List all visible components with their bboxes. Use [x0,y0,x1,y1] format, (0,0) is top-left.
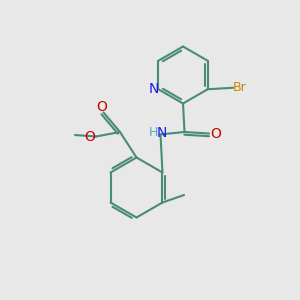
Text: O: O [210,127,221,140]
Text: H: H [148,126,158,140]
Text: N: N [157,126,167,140]
Text: O: O [97,100,107,114]
Text: N: N [148,82,159,96]
Text: Br: Br [233,81,247,94]
Text: O: O [84,130,95,143]
